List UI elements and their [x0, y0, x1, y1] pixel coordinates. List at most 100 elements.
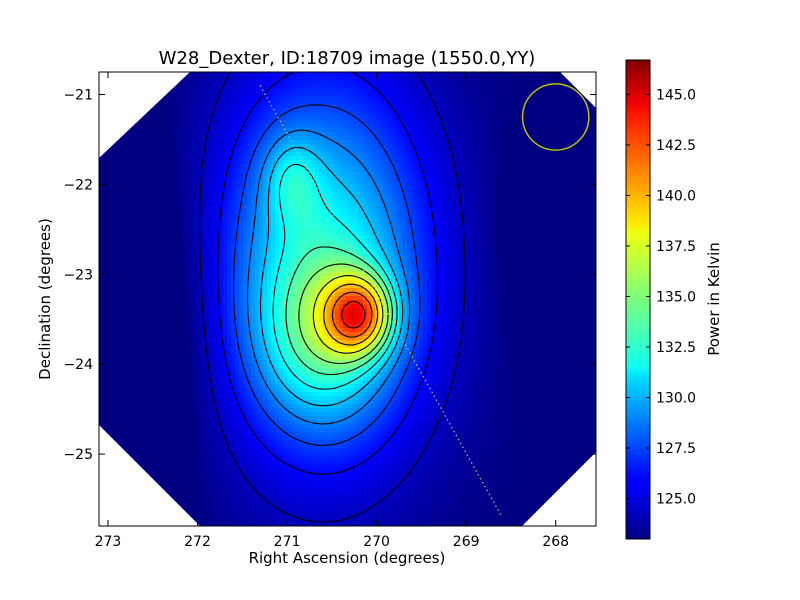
heatmap-cell	[395, 160, 400, 165]
heatmap-cell	[403, 136, 408, 141]
heatmap-cell	[515, 84, 520, 89]
heatmap-cell	[479, 176, 484, 181]
heatmap-cell	[479, 196, 484, 201]
heatmap-cell	[431, 160, 436, 165]
heatmap-cell	[251, 204, 256, 209]
heatmap-cell	[327, 152, 332, 157]
heatmap-cell	[119, 172, 124, 177]
heatmap-cell	[239, 116, 244, 121]
heatmap-cell	[127, 172, 132, 177]
heatmap-cell	[399, 224, 404, 229]
heatmap-cell	[351, 196, 356, 201]
heatmap-cell	[227, 100, 232, 105]
heatmap-cell	[543, 80, 548, 85]
heatmap-cell	[575, 228, 580, 233]
heatmap-cell	[219, 180, 224, 185]
heatmap-cell	[491, 140, 496, 145]
heatmap-cell	[579, 124, 584, 129]
heatmap-cell	[387, 224, 392, 229]
heatmap-cell	[323, 188, 328, 193]
heatmap-cell	[395, 104, 400, 109]
heatmap-cell	[335, 132, 340, 137]
heatmap-cell	[471, 100, 476, 105]
heatmap-cell	[263, 212, 268, 217]
heatmap-cell	[327, 108, 332, 113]
heatmap-cell	[475, 104, 480, 109]
heatmap-cell	[115, 152, 120, 157]
heatmap-cell	[511, 148, 516, 153]
heatmap-cell	[239, 192, 244, 197]
heatmap-cell	[227, 188, 232, 193]
heatmap-cell	[239, 72, 244, 77]
heatmap-cell	[383, 80, 388, 85]
heatmap-cell	[519, 192, 524, 197]
heatmap-cell	[495, 196, 500, 201]
heatmap-cell	[519, 188, 524, 193]
heatmap-cell	[319, 84, 324, 89]
heatmap-cell	[199, 160, 204, 165]
heatmap-cell	[159, 140, 164, 145]
heatmap-cell	[415, 208, 420, 213]
heatmap-cell	[255, 128, 260, 133]
heatmap-cell	[559, 212, 564, 217]
heatmap-cell	[395, 184, 400, 189]
heatmap-cell	[535, 112, 540, 117]
heatmap-cell	[539, 164, 544, 169]
heatmap-cell	[167, 156, 172, 161]
heatmap-cell	[331, 164, 336, 169]
heatmap-cell	[455, 212, 460, 217]
heatmap-cell	[503, 228, 508, 233]
heatmap-cell	[499, 212, 504, 217]
heatmap-cell	[435, 160, 440, 165]
heatmap-cell	[223, 204, 228, 209]
heatmap-cell	[363, 96, 368, 101]
heatmap-cell	[239, 168, 244, 173]
heatmap-cell	[443, 204, 448, 209]
chart-title: W28_Dexter, ID:18709 image (1550.0,YY)	[159, 48, 536, 69]
heatmap-cell	[463, 92, 468, 97]
heatmap-cell	[231, 112, 236, 117]
heatmap-cell	[251, 92, 256, 97]
heatmap-cell	[195, 184, 200, 189]
heatmap-cell	[343, 188, 348, 193]
heatmap-cell	[503, 212, 508, 217]
heatmap-cell	[579, 192, 584, 197]
heatmap-cell	[335, 72, 340, 77]
heatmap-cell	[559, 184, 564, 189]
heatmap-cell	[551, 104, 556, 109]
heatmap-cell	[111, 204, 116, 209]
heatmap-cell	[271, 128, 276, 133]
heatmap-cell	[419, 80, 424, 85]
heatmap-cell	[299, 180, 304, 185]
heatmap-cell	[383, 136, 388, 141]
heatmap-cell	[419, 192, 424, 197]
heatmap-cell	[359, 160, 364, 165]
heatmap-cell	[323, 152, 328, 157]
heatmap-cell	[563, 112, 568, 117]
heatmap-cell	[331, 104, 336, 109]
heatmap-cell	[311, 96, 316, 101]
heatmap-cell	[191, 176, 196, 181]
heatmap-cell	[531, 104, 536, 109]
heatmap-cell	[375, 156, 380, 161]
heatmap-cell	[123, 212, 128, 217]
heatmap-cell	[307, 160, 312, 165]
heatmap-cell	[187, 152, 192, 157]
heatmap-cell	[131, 204, 136, 209]
heatmap-cell	[271, 172, 276, 177]
heatmap-cell	[391, 92, 396, 97]
heatmap-cell	[103, 176, 108, 181]
heatmap-cell	[427, 204, 432, 209]
heatmap-cell	[135, 212, 140, 217]
heatmap-cell	[151, 120, 156, 125]
heatmap-cell	[303, 84, 308, 89]
heatmap-cell	[531, 92, 536, 97]
heatmap-cell	[283, 152, 288, 157]
heatmap-cell	[407, 92, 412, 97]
heatmap-cell	[183, 184, 188, 189]
heatmap-cell	[439, 196, 444, 201]
heatmap-cell	[259, 100, 264, 105]
heatmap-cell	[507, 104, 512, 109]
heatmap-cell	[491, 152, 496, 157]
heatmap-cell	[131, 124, 136, 129]
